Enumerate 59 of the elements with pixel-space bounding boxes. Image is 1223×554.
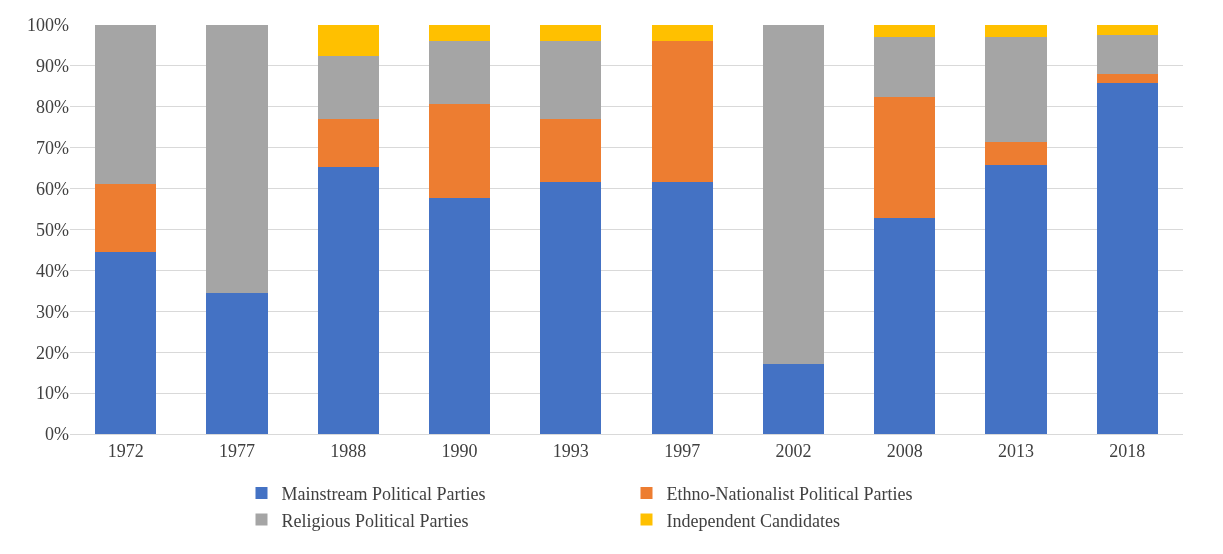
y-tick-label: 40% bbox=[36, 260, 69, 281]
bar bbox=[206, 292, 268, 434]
x-tick-label: 2008 bbox=[886, 440, 923, 461]
bar bbox=[985, 36, 1047, 142]
bar bbox=[317, 56, 379, 120]
bar bbox=[317, 119, 379, 167]
bar bbox=[1096, 34, 1158, 74]
y-tick-label: 20% bbox=[36, 342, 69, 363]
x-tick-label: 1977 bbox=[218, 440, 255, 461]
x-tick-label: 1990 bbox=[441, 440, 478, 461]
bar bbox=[1096, 25, 1158, 35]
bar bbox=[206, 25, 268, 293]
bar bbox=[985, 25, 1047, 37]
y-tick-label: 30% bbox=[36, 301, 69, 322]
y-tick-label: 70% bbox=[36, 138, 69, 158]
legend-label: Mainstream Political Parties bbox=[281, 484, 486, 505]
bar bbox=[1096, 83, 1158, 434]
bar bbox=[540, 182, 602, 434]
legend-label: Religious Political Parties bbox=[281, 510, 469, 531]
y-tick-label: 0% bbox=[45, 424, 69, 445]
bar bbox=[874, 25, 936, 37]
y-tick-label: 100% bbox=[27, 15, 69, 36]
bar bbox=[540, 25, 602, 41]
bar bbox=[428, 25, 491, 41]
bar bbox=[95, 25, 157, 185]
bar bbox=[95, 184, 157, 253]
legend-label: Independent Candidates bbox=[666, 510, 840, 531]
y-tick-label: 60% bbox=[36, 178, 69, 199]
bar bbox=[428, 198, 491, 434]
bar bbox=[762, 25, 825, 365]
bar bbox=[651, 40, 713, 183]
bar bbox=[317, 166, 379, 434]
x-tick-label: 2013 bbox=[998, 440, 1035, 461]
bar bbox=[874, 36, 936, 97]
bar bbox=[651, 25, 713, 41]
y-tick-label: 80% bbox=[36, 97, 69, 118]
bar bbox=[540, 40, 602, 120]
bar bbox=[762, 364, 825, 434]
y-tick-label: 90% bbox=[36, 56, 69, 77]
bar bbox=[317, 25, 379, 57]
x-tick-label: 1972 bbox=[107, 440, 144, 461]
y-tick-label: 50% bbox=[36, 219, 69, 240]
legend-label: Ethno-Nationalist Political Parties bbox=[666, 484, 913, 505]
bar bbox=[651, 182, 713, 434]
bar bbox=[428, 103, 491, 199]
bar bbox=[95, 252, 157, 434]
bar bbox=[874, 96, 936, 218]
x-tick-label: 1993 bbox=[552, 440, 589, 461]
x-tick-label: 2002 bbox=[775, 440, 812, 461]
x-tick-label: 1997 bbox=[664, 440, 701, 461]
bar bbox=[985, 141, 1047, 166]
bar bbox=[1096, 73, 1158, 84]
x-tick-label: 2018 bbox=[1109, 440, 1146, 461]
y-tick-label: 10% bbox=[36, 383, 69, 404]
bar bbox=[540, 119, 602, 183]
bar bbox=[874, 217, 936, 434]
bar bbox=[985, 165, 1047, 434]
bar bbox=[428, 40, 491, 104]
x-tick-label: 1988 bbox=[330, 440, 367, 461]
